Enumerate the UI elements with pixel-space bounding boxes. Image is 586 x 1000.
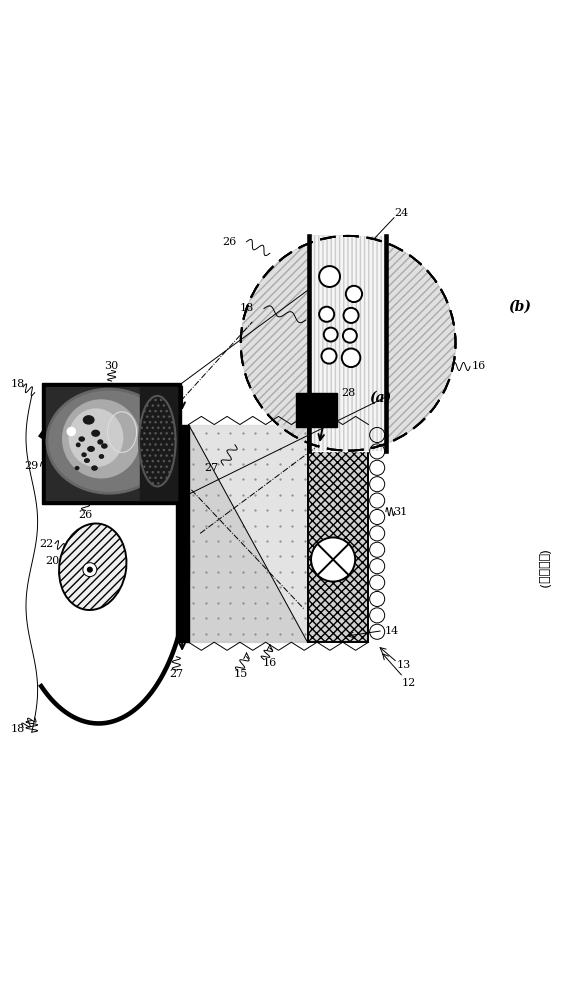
Circle shape	[342, 349, 360, 367]
Ellipse shape	[88, 447, 94, 451]
Circle shape	[87, 567, 92, 572]
Text: 16: 16	[263, 658, 277, 668]
Circle shape	[319, 307, 334, 322]
Text: 27: 27	[169, 669, 183, 679]
Circle shape	[343, 308, 359, 323]
Ellipse shape	[82, 453, 86, 456]
Ellipse shape	[76, 467, 79, 470]
Circle shape	[322, 349, 336, 364]
Text: 26: 26	[222, 237, 236, 247]
Text: 26: 26	[79, 510, 93, 520]
Bar	[46, 387, 177, 500]
Text: 29: 29	[25, 461, 39, 471]
Bar	[140, 387, 177, 500]
Text: 16: 16	[472, 361, 486, 371]
Text: 18: 18	[10, 724, 25, 734]
Circle shape	[323, 328, 338, 342]
Circle shape	[311, 537, 355, 582]
Polygon shape	[189, 425, 308, 642]
Ellipse shape	[83, 416, 94, 424]
Text: 13: 13	[396, 660, 410, 670]
Text: 28: 28	[341, 388, 355, 398]
Circle shape	[83, 563, 97, 577]
Ellipse shape	[62, 399, 140, 478]
Ellipse shape	[98, 440, 103, 444]
Text: 12: 12	[402, 678, 416, 688]
Text: (b): (b)	[508, 300, 531, 314]
Bar	[308, 425, 369, 642]
Ellipse shape	[92, 430, 100, 436]
Polygon shape	[189, 425, 308, 642]
Ellipse shape	[92, 466, 97, 470]
Bar	[296, 393, 336, 427]
Circle shape	[319, 266, 340, 287]
Text: 14: 14	[384, 626, 399, 636]
Ellipse shape	[47, 389, 171, 493]
Polygon shape	[348, 236, 455, 451]
Circle shape	[67, 427, 76, 436]
Ellipse shape	[69, 408, 124, 467]
Ellipse shape	[77, 443, 80, 447]
Text: 31: 31	[393, 507, 407, 517]
Ellipse shape	[100, 455, 104, 458]
Ellipse shape	[84, 459, 89, 462]
Text: 18: 18	[240, 303, 254, 313]
Text: 18: 18	[10, 379, 25, 389]
Text: 24: 24	[395, 208, 409, 218]
Text: 20: 20	[45, 556, 59, 566]
Bar	[176, 425, 189, 642]
Polygon shape	[241, 236, 348, 451]
Ellipse shape	[79, 437, 84, 441]
Circle shape	[346, 286, 362, 302]
Text: (a): (a)	[369, 390, 391, 404]
Bar	[309, 236, 386, 451]
Bar	[42, 383, 181, 504]
Text: 15: 15	[234, 669, 248, 679]
Circle shape	[343, 329, 357, 343]
Ellipse shape	[59, 523, 127, 610]
Text: 27: 27	[205, 463, 219, 473]
Ellipse shape	[102, 444, 107, 448]
Polygon shape	[309, 236, 386, 451]
Text: 30: 30	[104, 361, 119, 371]
Text: (现有技术): (现有技术)	[536, 550, 549, 590]
Text: 22: 22	[39, 539, 53, 549]
